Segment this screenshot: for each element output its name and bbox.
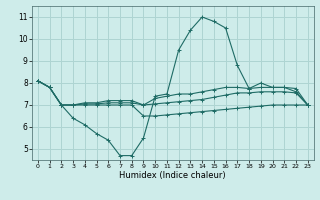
X-axis label: Humidex (Indice chaleur): Humidex (Indice chaleur) (119, 171, 226, 180)
